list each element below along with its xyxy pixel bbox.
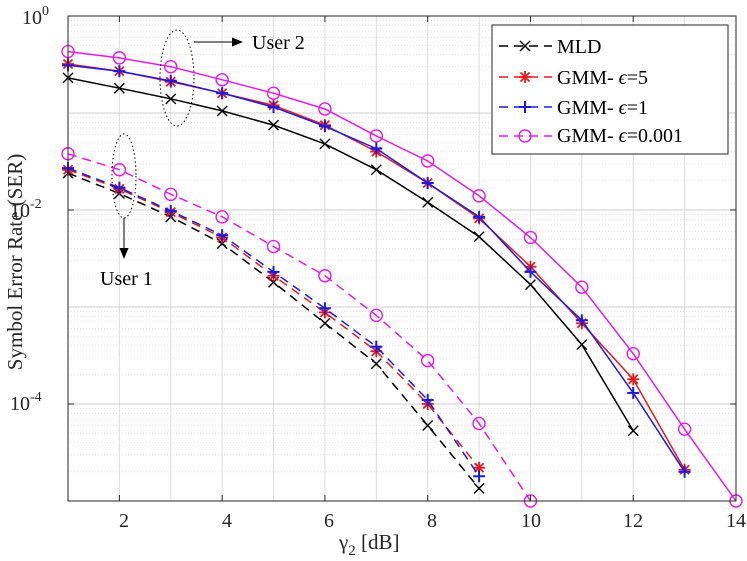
series-2-point-2 <box>164 74 177 87</box>
series-2-point-7 <box>421 176 434 189</box>
series-4-point-7 <box>422 420 434 432</box>
series-line-0 <box>67 77 634 432</box>
series-0-point-9 <box>524 279 536 291</box>
series-line-7 <box>67 153 532 502</box>
y-tick-label-1: 10-2 <box>10 197 42 222</box>
legend-label-gmm-eps1: GMM- ϵ=1 <box>557 97 648 119</box>
user2-ellipse <box>159 29 195 127</box>
legend-label-gmm-eps0001: GMM- ϵ=0.001 <box>557 125 683 147</box>
grid <box>67 16 737 502</box>
series-3-point-3 <box>215 73 229 87</box>
series-7-point-4 <box>266 239 281 254</box>
series-2-point-8 <box>473 210 486 223</box>
series-3-point-5 <box>318 102 332 116</box>
series-layer <box>61 44 743 508</box>
series-3-point-7 <box>420 154 435 168</box>
x-tick-label-4: 4 <box>222 510 232 532</box>
series-7-point-7 <box>420 353 435 368</box>
series-6-point-4 <box>267 265 280 278</box>
series-0-point-1 <box>113 82 125 94</box>
series-0-point-6 <box>370 164 382 176</box>
tick-marks <box>68 15 737 501</box>
series-6-point-6 <box>370 340 383 353</box>
series-0-point-5 <box>319 138 331 150</box>
legend-marker-3 <box>518 129 532 143</box>
x-tick-label-6: 6 <box>324 510 334 532</box>
x-tick-label-8: 8 <box>427 510 437 532</box>
series-2-point-5 <box>318 120 331 133</box>
series-7-point-1 <box>112 163 127 177</box>
series-3-point-12 <box>677 422 692 436</box>
x-axis-label: γ2 [dB] <box>338 530 400 559</box>
legend: MLD GMM- ϵ=5 GMM- ϵ=1 GMM- ϵ=0.001 <box>491 24 729 155</box>
series-3-point-11 <box>626 347 640 361</box>
series-6-point-5 <box>318 302 331 315</box>
user1-label: User 1 <box>100 268 153 290</box>
series-3-point-2 <box>164 60 178 74</box>
series-0-point-11 <box>627 425 639 437</box>
legend-marker-0 <box>519 40 531 52</box>
series-2-point-10 <box>575 314 588 327</box>
user2-arrowhead <box>232 37 243 47</box>
series-2-point-1 <box>113 65 126 78</box>
series-0-point-8 <box>473 231 485 243</box>
series-0-point-10 <box>576 339 588 351</box>
series-2-point-9 <box>524 265 537 278</box>
user1-ellipse <box>111 133 137 219</box>
legend-marker-2 <box>519 101 531 113</box>
series-3-point-4 <box>266 86 281 100</box>
legend-label-mld: MLD <box>557 36 601 58</box>
x-tick-label-2: 2 <box>119 510 129 532</box>
series-0-point-7 <box>422 196 434 208</box>
series-line-3 <box>67 50 737 502</box>
series-7-point-5 <box>318 269 332 283</box>
series-0-point-3 <box>216 105 228 117</box>
series-4-point-5 <box>319 317 331 329</box>
series-7-point-3 <box>215 210 229 224</box>
series-6-point-2 <box>164 204 177 217</box>
series-0-point-2 <box>165 93 177 105</box>
series-2-point-3 <box>216 87 229 100</box>
legend-marker-1 <box>519 71 531 83</box>
series-2-point-11 <box>627 386 640 399</box>
series-7-point-6 <box>369 308 384 323</box>
x-tick-label-12: 12 <box>623 510 643 532</box>
series-6-point-3 <box>216 229 229 242</box>
y-tick-label-0: 100 <box>22 4 49 29</box>
legend-label-gmm-eps5: GMM- ϵ=5 <box>557 67 648 89</box>
user1-arrowhead <box>119 248 129 259</box>
series-3-point-8 <box>472 189 486 203</box>
user1-annotation: User 1 <box>100 133 153 290</box>
series-2-point-6 <box>370 142 383 155</box>
series-3-point-6 <box>369 129 384 143</box>
x-tick-label-10: 10 <box>521 510 541 532</box>
series-0-point-4 <box>268 119 280 131</box>
plot-frame <box>67 15 737 502</box>
y-tick-label-2: 10-4 <box>10 390 42 415</box>
legend-samples <box>499 40 552 143</box>
user2-annotation: User 2 <box>159 29 305 127</box>
series-1-point-11 <box>627 373 640 386</box>
series-3-point-1 <box>112 51 127 65</box>
y-axis-label: Symbol Error Rate (SER) <box>3 154 27 370</box>
series-2-point-12 <box>678 465 691 478</box>
series-6-point-8 <box>473 470 486 483</box>
series-3-point-9 <box>523 230 538 245</box>
series-3-point-10 <box>575 280 589 294</box>
user2-label: User 2 <box>252 32 305 54</box>
series-4-point-8 <box>473 482 485 494</box>
series-7-point-2 <box>164 187 178 202</box>
series-2-point-4 <box>267 101 280 114</box>
series-6-point-1 <box>113 181 126 194</box>
series-6-point-7 <box>421 393 434 406</box>
series-7-point-8 <box>472 416 486 431</box>
x-tick-label-14: 14 <box>726 510 746 532</box>
series-4-point-6 <box>370 358 382 370</box>
